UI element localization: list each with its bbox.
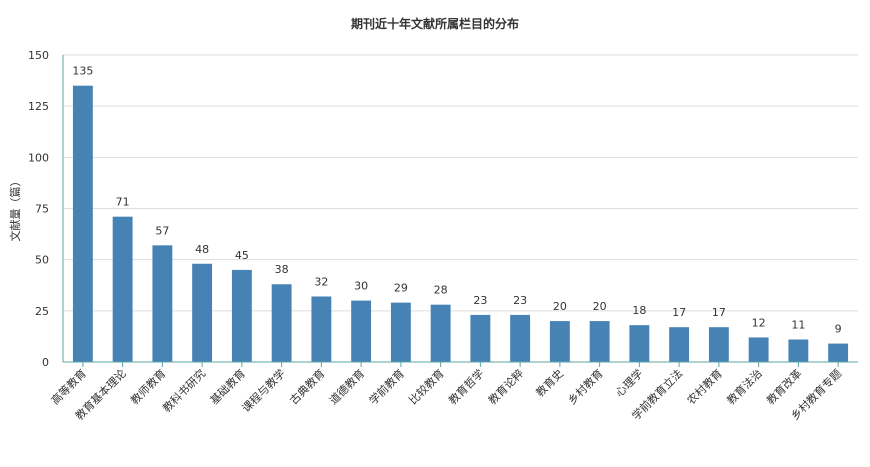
bar[interactable] — [828, 343, 849, 362]
bar[interactable] — [390, 302, 411, 362]
bar-value-label: 17 — [712, 306, 726, 319]
bar-value-label: 18 — [632, 304, 646, 317]
bar-value-label: 71 — [116, 196, 130, 209]
bar[interactable] — [708, 327, 729, 362]
bar-value-label: 23 — [473, 294, 487, 307]
y-tick-label: 50 — [35, 254, 49, 267]
bar-value-label: 48 — [195, 243, 209, 256]
bar[interactable] — [629, 325, 650, 362]
x-category-label: 教育论粹 — [485, 366, 526, 407]
bar-value-label: 28 — [434, 284, 448, 297]
x-category-label: 农村教育 — [684, 366, 725, 407]
bar-value-label: 30 — [354, 280, 368, 293]
y-tick-label: 75 — [35, 203, 49, 216]
bar[interactable] — [748, 337, 769, 362]
bar-value-label: 57 — [155, 224, 169, 237]
bar[interactable] — [470, 314, 491, 362]
x-category-label: 心理学 — [612, 366, 645, 399]
bar-value-label: 135 — [72, 65, 93, 78]
x-category-label: 教育改革 — [763, 366, 804, 407]
x-category-label: 比较教育 — [406, 366, 447, 407]
y-tick-label: 25 — [35, 305, 49, 318]
bar[interactable] — [271, 284, 292, 362]
chart-title: 期刊近十年文献所属栏目的分布 — [350, 17, 519, 31]
x-category-label: 教科书研究 — [159, 366, 208, 415]
bar[interactable] — [788, 339, 809, 362]
bar-value-label: 11 — [791, 318, 805, 331]
x-category-label: 教育哲学 — [445, 366, 486, 407]
y-tick-label: 150 — [28, 49, 49, 62]
bar-value-label: 45 — [235, 249, 249, 262]
bar[interactable] — [549, 321, 570, 362]
x-category-label: 高等教育 — [48, 366, 89, 407]
bar[interactable] — [72, 85, 93, 362]
x-category-label: 学前教育 — [366, 366, 407, 407]
grid-lines — [63, 54, 858, 312]
bar-value-label: 17 — [672, 306, 686, 319]
bar[interactable] — [669, 327, 690, 362]
bar[interactable] — [112, 216, 133, 362]
x-category-label: 古典教育 — [286, 366, 327, 407]
bar-value-label: 29 — [394, 282, 408, 295]
y-axis-label: 文献量（篇） — [8, 176, 22, 242]
y-tick-label: 125 — [28, 100, 49, 113]
bar-value-label: 32 — [314, 276, 328, 289]
x-category-label: 教师教育 — [127, 366, 168, 407]
x-category-label: 基础教育 — [207, 366, 248, 407]
bar[interactable] — [192, 263, 213, 362]
bar-value-label: 38 — [275, 263, 289, 276]
bar[interactable] — [152, 245, 173, 362]
x-category-label: 乡村教育 — [565, 366, 606, 407]
bar[interactable] — [510, 314, 531, 362]
bar[interactable] — [351, 300, 372, 362]
bar[interactable] — [589, 321, 610, 362]
x-category-label: 教育法治 — [724, 366, 765, 407]
bar-value-label: 20 — [553, 300, 567, 313]
axes — [62, 55, 858, 367]
bar[interactable] — [231, 269, 252, 362]
bar-value-label: 9 — [835, 323, 842, 336]
x-category-label: 教育史 — [533, 366, 566, 399]
x-category-label: 道德教育 — [326, 366, 367, 407]
bar-value-label: 23 — [513, 294, 527, 307]
bars — [72, 85, 849, 362]
y-tick-label: 0 — [42, 356, 49, 369]
x-category-label: 课程与教学 — [239, 366, 288, 415]
bar-value-label: 12 — [752, 316, 766, 329]
y-tick-label: 100 — [28, 151, 49, 164]
bar-value-label: 20 — [593, 300, 607, 313]
bar[interactable] — [311, 296, 332, 362]
bar[interactable] — [430, 304, 451, 362]
